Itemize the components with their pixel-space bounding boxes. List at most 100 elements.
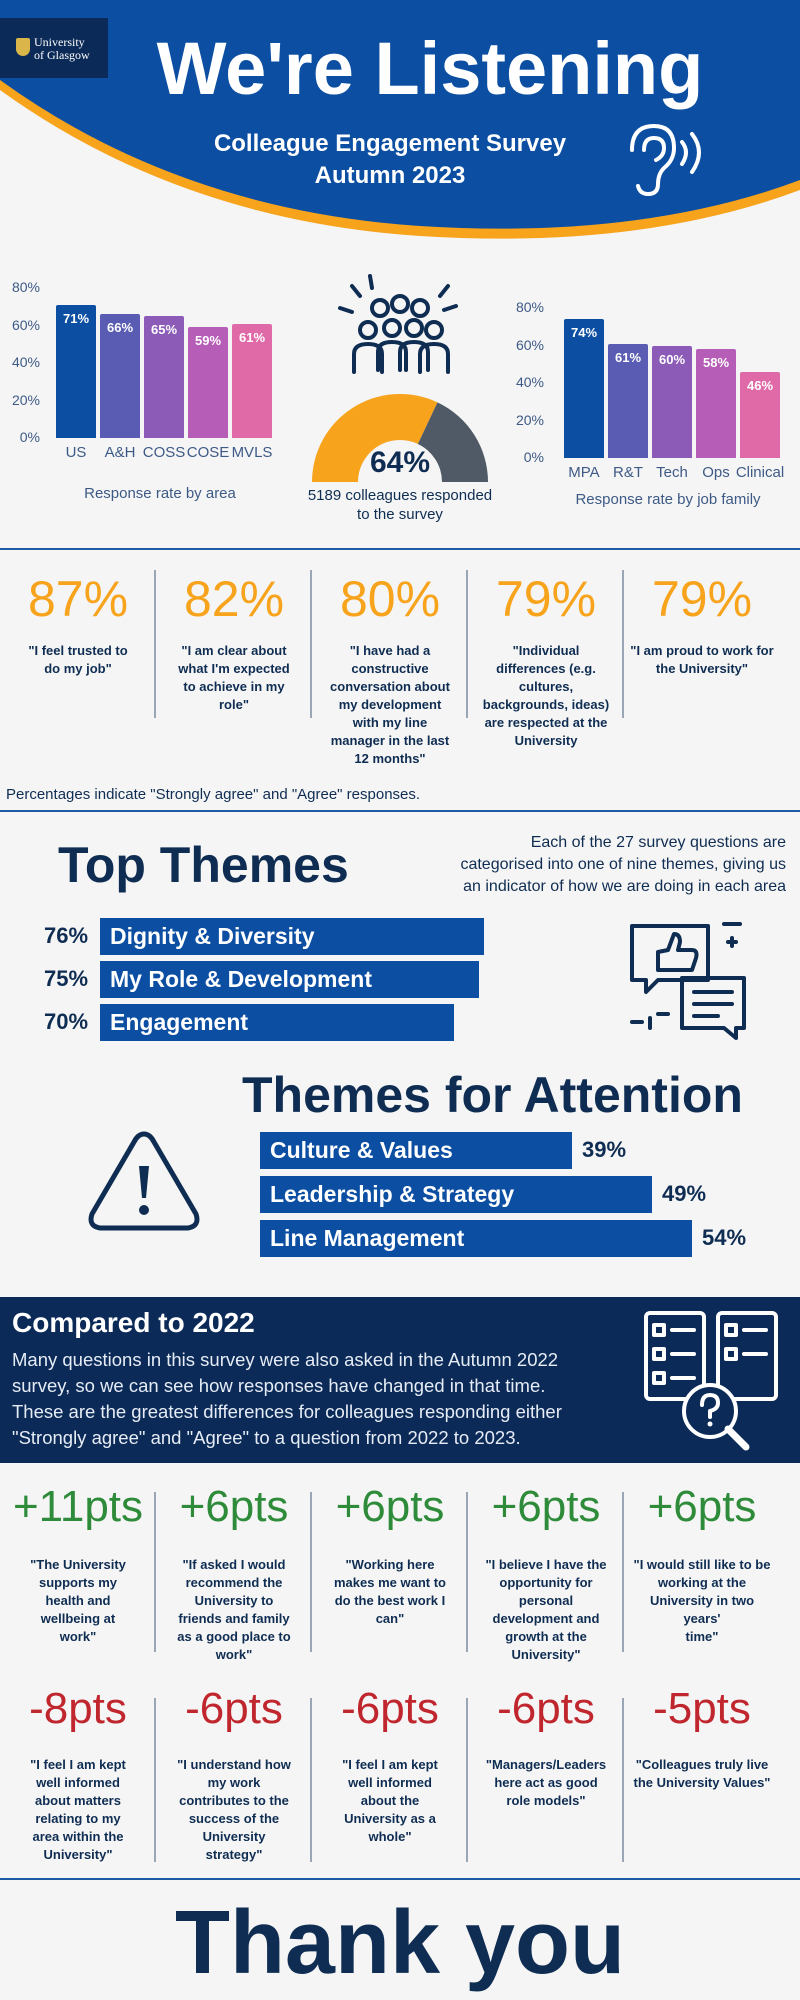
stat-quote-line: success of the (188, 1811, 280, 1826)
chart-bar (740, 371, 780, 458)
column-divider (622, 1698, 624, 1862)
overall-percentage: 64% (369, 446, 431, 479)
stat-quote-line: working at the (657, 1575, 747, 1590)
stat-percentage: 87% (27, 571, 129, 627)
x-category-label: US (65, 444, 87, 461)
crest-icon (16, 38, 30, 56)
change-points: +6pts (179, 1482, 289, 1531)
ear-icon (630, 123, 701, 197)
compared-section: Compared to 2022 Many questions in this … (0, 1297, 800, 1463)
stat-quote-line: role" (218, 697, 249, 712)
x-category-label: MVLS (231, 444, 273, 461)
compared-body-line2: survey, so we can see how responses have… (12, 1375, 546, 1396)
stat-quote: "I feel I am kept well informed about matt… (6, 1756, 150, 1864)
y-tick-label: 20% (11, 391, 40, 408)
chart-bar (232, 323, 272, 438)
x-category-label: Clinical (735, 464, 785, 481)
checklist-search-icon (644, 1311, 778, 1451)
y-tick-label: 40% (11, 354, 40, 370)
stat-quote-line: relating to my (35, 1811, 121, 1826)
area-chart-canvas: 0% 20% 40% 60% 80% 71% US 66% A&H 65% COSS 59% COSE 6… (8, 270, 308, 510)
stat-quote-line: supports my (38, 1575, 117, 1590)
theme-bar: Line Management (260, 1220, 692, 1257)
y-tick-label: 0% (523, 449, 544, 465)
stat-quote-line: strategy" (205, 1847, 263, 1862)
change-points: -5pts (653, 1684, 751, 1733)
stat-quote-line: are respected at the (484, 715, 608, 730)
themes-desc-line3: an indicator of how we are doing in each… (463, 878, 786, 895)
theme-percentage: 39% (582, 1137, 627, 1162)
theme-bar: Leadership & Strategy (260, 1176, 652, 1213)
stat-quote-line: role models" (506, 1793, 586, 1808)
stat-quote-line: work" (59, 1629, 97, 1644)
column-divider (310, 1492, 312, 1652)
section-divider (0, 1878, 800, 1880)
section-divider (0, 548, 800, 550)
compared-title: Compared to 2022 (12, 1307, 255, 1338)
column-divider (154, 570, 156, 718)
stat-quote-line: about the (360, 1793, 420, 1808)
theme-percentage: 76% (44, 923, 89, 948)
theme-bar: Culture & Values (260, 1132, 572, 1169)
column-divider (466, 1698, 468, 1862)
stat-quote-line: recommend the (185, 1575, 283, 1590)
stat-quote-line: with my line (352, 715, 428, 730)
stat-quote-line: do my job" (44, 661, 112, 676)
thank-you-text: Thank you (174, 1893, 626, 1993)
area-response-chart: 0% 20% 40% 60% 80% 71% US 66% A&H 65% COSS 59% COSE 6… (8, 270, 308, 510)
decreases-row: -8pts "I feel I am kept well informed about… (0, 1684, 800, 1874)
overall-gauge (312, 394, 488, 482)
logo-text-line2: of Glasgow (34, 48, 90, 62)
stat-quote-line: "The University (30, 1557, 126, 1572)
stat-quote: "If asked I would recommend the University… (162, 1556, 306, 1664)
column-divider (622, 570, 624, 718)
stats-note: Percentages indicate "Strongly agree" an… (6, 786, 421, 803)
bar-value-label: 46% (746, 377, 774, 393)
bar-value-label: 65% (150, 322, 178, 338)
stat-quote-line: 12 months" (354, 751, 426, 766)
change-points: +11pts (12, 1482, 144, 1531)
stat-quote: "I would still like to be working at the U… (630, 1556, 774, 1646)
stat-quote-line: about matters (35, 1793, 121, 1808)
stat-percentage: 79% (651, 571, 753, 627)
stat-quote: "Individual differences (e.g. cultures, bac… (474, 642, 618, 750)
chart-bar (188, 327, 228, 438)
x-category-label: Ops (702, 464, 730, 481)
stat-quote-line: friends and family (178, 1611, 290, 1626)
stat-quote-line: conversation about (330, 679, 450, 694)
stat-quote-line: "If asked I would (182, 1557, 286, 1572)
overall-caption-line1: 5189 colleagues responded (307, 487, 493, 504)
stat-quote-line: contributes to the (179, 1793, 289, 1808)
stat-quote-line: as a good place to (177, 1629, 291, 1644)
bar-value-label: 61% (614, 349, 642, 365)
stat-quote-line: "Colleagues truly live (635, 1757, 769, 1772)
theme-bar: Dignity & Diversity (100, 918, 484, 955)
stat-quote-line: well informed (36, 1775, 120, 1790)
bar-value-label: 71% (62, 310, 90, 326)
header-banner (0, 0, 800, 239)
stat-quote-line: "Individual (512, 643, 580, 658)
gauge-filled-arc (312, 394, 438, 482)
stat-quote-line: University (202, 1829, 266, 1844)
chart-bar (652, 345, 692, 458)
stat-quote-line: cultures, (518, 679, 574, 694)
stat-percentage: 79% (495, 571, 597, 627)
stat-quote-line: time" (685, 1629, 719, 1644)
stat-quote-line: my work (207, 1775, 261, 1790)
stat-quote-line: constructive (351, 661, 429, 676)
theme-percentage: 49% (662, 1181, 707, 1206)
stat-quote-line: "I feel I am kept (30, 1757, 126, 1772)
stat-quote-line: here act as good (494, 1775, 598, 1790)
chart-bar (608, 343, 648, 458)
stat-quote-line: backgrounds, ideas) (482, 697, 610, 712)
top-themes-title: Top Themes (58, 837, 349, 893)
x-category-label: R&T (613, 464, 643, 481)
stat-quote-line: opportunity for (499, 1575, 593, 1590)
column-divider (154, 1492, 156, 1652)
stat-quote-line: University as a (344, 1811, 436, 1826)
x-category-label: A&H (104, 444, 136, 461)
overall-caption: 5189 colleagues responded to the survey (290, 486, 510, 524)
stat-quote-line: University in two years' (649, 1593, 755, 1626)
gauge-remaining-arc (417, 402, 488, 482)
theme-percentage: 54% (702, 1225, 747, 1250)
